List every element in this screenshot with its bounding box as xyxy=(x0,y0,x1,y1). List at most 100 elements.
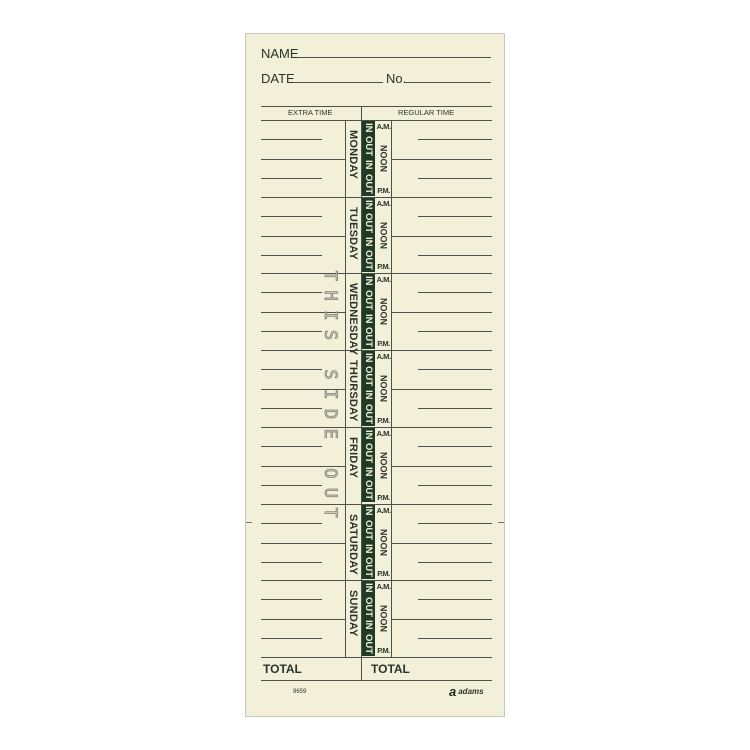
regular-time-line[interactable] xyxy=(418,292,492,294)
day-row-border xyxy=(261,196,492,198)
out-label: OUT xyxy=(363,403,374,424)
pm-label: P.M. xyxy=(377,645,390,655)
in-out-strip: IN OUT IN OUT xyxy=(362,197,375,273)
extra-time-line[interactable] xyxy=(261,408,322,410)
out-label: OUT xyxy=(363,250,374,271)
extra-total-label: TOTAL xyxy=(263,662,302,676)
out-label: OUT xyxy=(363,633,374,654)
am-label: A.M. xyxy=(376,428,391,438)
day-name: THURSDAY xyxy=(347,360,359,422)
time-card xyxy=(245,33,505,717)
in-label: IN xyxy=(363,390,374,400)
adams-logo-mark-icon: a xyxy=(449,684,457,699)
in-label: IN xyxy=(363,276,374,286)
name-label: NAME xyxy=(261,46,299,61)
extra-time-line[interactable] xyxy=(261,159,345,160)
name-field-line[interactable] xyxy=(298,57,491,58)
extra-time-line[interactable] xyxy=(261,561,322,563)
regular-time-line[interactable] xyxy=(418,178,492,179)
in-label: IN xyxy=(363,236,374,247)
regular-time-line[interactable] xyxy=(418,139,492,140)
regular-time-line[interactable] xyxy=(418,561,492,563)
out-label: OUT xyxy=(363,327,374,348)
am-label: A.M. xyxy=(376,275,391,285)
day-label-friday: FRIDAY xyxy=(345,427,361,504)
noon-label: NOON xyxy=(376,298,391,325)
regular-time-line[interactable] xyxy=(391,389,492,391)
extra-time-line[interactable] xyxy=(261,254,322,256)
day-label-wednesday: WEDNESDAY xyxy=(345,273,361,355)
day-row-border xyxy=(261,426,492,428)
regular-time-line[interactable] xyxy=(418,369,492,371)
noon-label: NOON xyxy=(376,452,391,479)
day-row-border xyxy=(261,503,492,505)
regular-time-line[interactable] xyxy=(391,465,492,467)
extra-time-line[interactable] xyxy=(261,522,322,524)
regular-time-line[interactable] xyxy=(418,215,492,217)
pm-label: P.M. xyxy=(377,569,390,579)
left-notch-mark xyxy=(246,522,252,523)
date-field-line[interactable] xyxy=(293,82,383,83)
in-out-strip: IN OUT IN OUT xyxy=(362,581,375,656)
out-label: OUT xyxy=(363,173,374,194)
pm-label: P.M. xyxy=(377,492,390,502)
day-label-monday: MONDAY xyxy=(345,120,361,197)
regular-time-line[interactable] xyxy=(391,235,492,237)
in-out-strip: IN OUT IN OUT xyxy=(362,504,375,580)
extra-time-line[interactable] xyxy=(261,445,322,447)
in-label: IN xyxy=(363,313,374,324)
extra-time-line[interactable] xyxy=(261,178,322,179)
center-divider xyxy=(361,106,362,680)
extra-time-line[interactable] xyxy=(261,599,322,601)
extra-time-line[interactable] xyxy=(261,139,322,140)
in-label: IN xyxy=(363,199,374,210)
noon-label: NOON xyxy=(376,145,391,172)
extra-time-line[interactable] xyxy=(261,484,322,486)
extra-time-line[interactable] xyxy=(261,619,345,621)
am-label: A.M. xyxy=(376,122,391,131)
regular-time-line[interactable] xyxy=(391,312,492,314)
extra-time-line[interactable] xyxy=(261,292,322,294)
number-label: No. xyxy=(386,71,407,86)
day-name: SUNDAY xyxy=(347,590,359,637)
regular-time-line[interactable] xyxy=(418,599,492,601)
noon-label: NOON xyxy=(376,222,391,249)
out-label: OUT xyxy=(363,136,374,157)
regular-time-line[interactable] xyxy=(418,408,492,410)
regular-time-line[interactable] xyxy=(391,159,492,160)
regular-time-line[interactable] xyxy=(418,331,492,333)
in-label: IN xyxy=(363,506,374,516)
in-label: IN xyxy=(363,122,374,133)
extra-time-line[interactable] xyxy=(261,465,345,467)
day-name: FRIDAY xyxy=(347,436,359,478)
number-field-line[interactable] xyxy=(405,82,491,83)
extra-time-line[interactable] xyxy=(261,389,345,391)
right-notch-mark xyxy=(498,522,504,523)
out-label: OUT xyxy=(363,289,374,310)
regular-time-line[interactable] xyxy=(418,484,492,486)
extra-time-line[interactable] xyxy=(261,542,345,544)
out-label: OUT xyxy=(363,557,374,578)
regular-time-line[interactable] xyxy=(391,542,492,544)
out-label: OUT xyxy=(363,480,374,501)
regular-time-line[interactable] xyxy=(391,619,492,621)
day-name: MONDAY xyxy=(347,130,359,180)
extra-time-line[interactable] xyxy=(261,638,322,640)
extra-time-header: EXTRA TIME xyxy=(288,108,333,117)
extra-time-line[interactable] xyxy=(261,331,322,333)
extra-time-line[interactable] xyxy=(261,312,345,314)
extra-time-line[interactable] xyxy=(261,215,322,217)
in-label: IN xyxy=(363,429,374,440)
extra-time-line[interactable] xyxy=(261,235,345,237)
regular-time-line[interactable] xyxy=(418,638,492,640)
in-out-strip: IN OUT IN OUT xyxy=(362,274,375,350)
adams-logo: a adams xyxy=(449,684,484,699)
extra-time-line[interactable] xyxy=(261,369,322,371)
day-label-saturday: SATURDAY xyxy=(345,504,361,581)
regular-time-line[interactable] xyxy=(418,254,492,256)
day-column-divider xyxy=(345,120,346,657)
am-label: A.M. xyxy=(376,198,391,208)
regular-time-line[interactable] xyxy=(418,445,492,447)
regular-time-line[interactable] xyxy=(418,522,492,524)
regular-time-header: REGULAR TIME xyxy=(398,108,455,117)
